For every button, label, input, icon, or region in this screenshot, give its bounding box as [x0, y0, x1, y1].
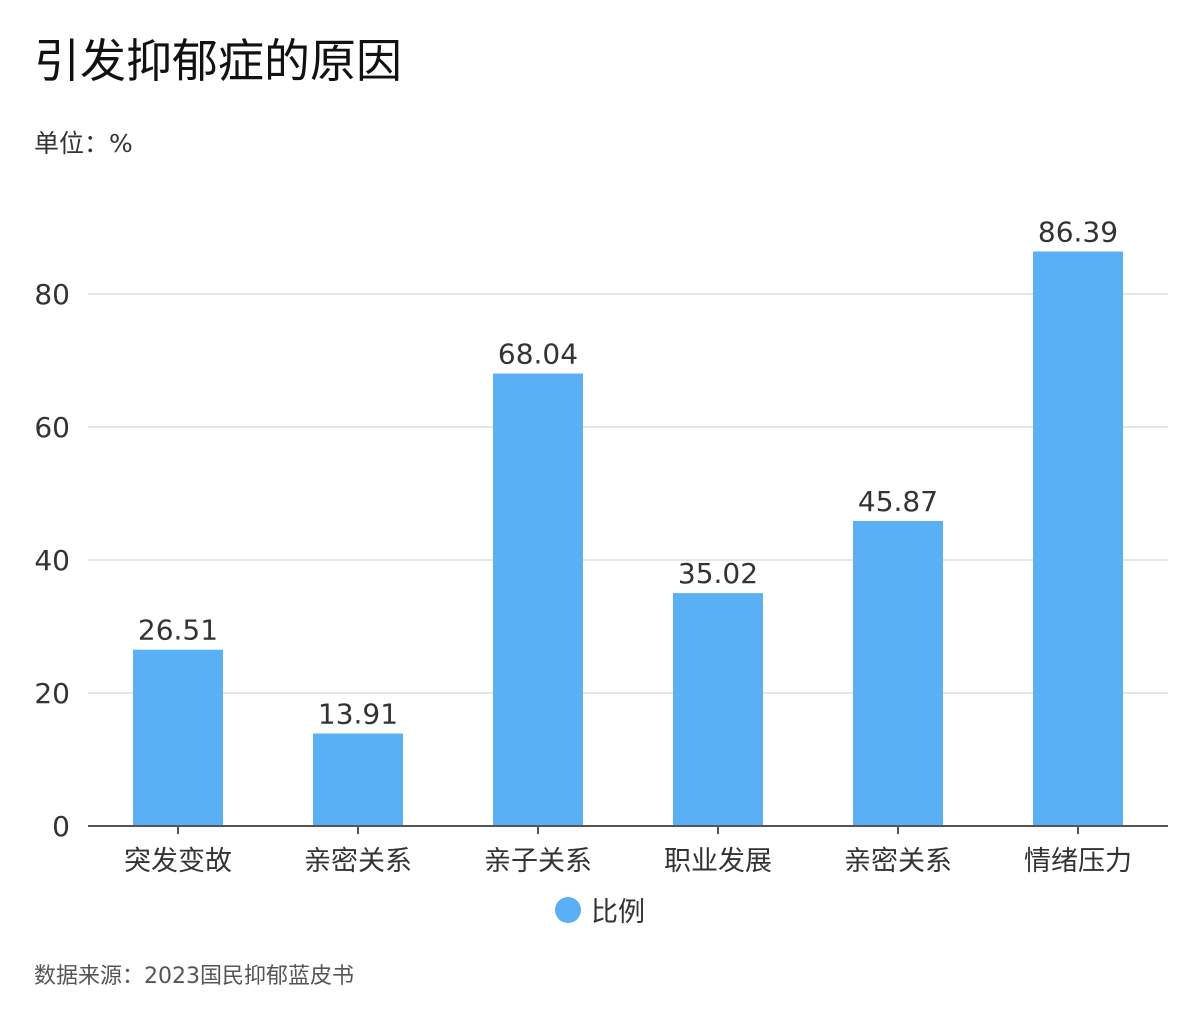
legend-swatch	[555, 896, 581, 923]
bars	[133, 251, 1123, 827]
data-label: 13.91	[318, 697, 398, 730]
x-tick-label: 亲密关系	[304, 846, 412, 877]
x-tick-label: 亲子关系	[484, 846, 592, 877]
bar	[133, 649, 223, 826]
bar	[853, 520, 943, 826]
data-label: 35.02	[678, 557, 758, 590]
bar-chart: 26.51 13.91 68.04 35.02 45.87 86.39 0 20 40 60 80…	[34, 216, 1168, 877]
x-tick-label: 情绪压力	[1024, 846, 1132, 877]
bar	[1033, 251, 1123, 827]
legend: 比例	[0, 890, 1200, 929]
y-tick-label: 40	[34, 544, 70, 577]
bar	[673, 593, 763, 826]
bar	[493, 373, 583, 826]
x-tick-label: 亲密关系	[844, 846, 952, 877]
x-axis: 突发变故 亲密关系 亲子关系 职业发展 亲密关系 情绪压力	[88, 825, 1168, 877]
legend-label: 比例	[591, 897, 645, 928]
data-label: 68.04	[498, 338, 578, 371]
data-label: 26.51	[138, 614, 218, 647]
y-axis: 0 20 40 60 80	[34, 278, 70, 843]
y-tick-label: 0	[52, 810, 70, 843]
y-tick-label: 80	[34, 278, 70, 311]
bar	[313, 733, 403, 826]
source-note: 数据来源：2023国民抑郁蓝皮书	[34, 964, 354, 989]
data-label: 45.87	[858, 485, 938, 518]
grid-lines	[88, 293, 1168, 694]
x-tick-label: 职业发展	[664, 846, 772, 877]
x-tick-label: 突发变故	[124, 846, 232, 877]
chart-title: 引发抑郁症的原因	[34, 34, 402, 88]
y-tick-label: 20	[34, 677, 70, 710]
data-label: 86.39	[1038, 216, 1118, 249]
y-tick-label: 60	[34, 411, 70, 444]
data-labels: 26.51 13.91 68.04 35.02 45.87 86.39	[138, 216, 1118, 731]
unit-label: 单位：%	[34, 129, 133, 158]
